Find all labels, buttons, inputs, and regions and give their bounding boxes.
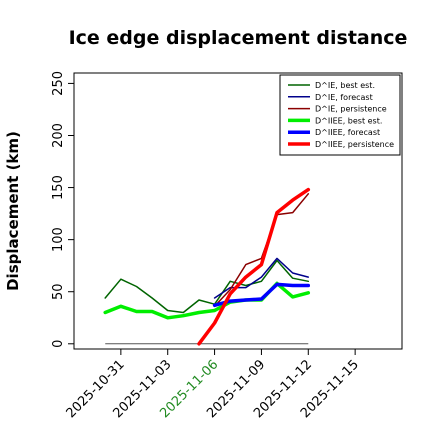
chart-title: Ice edge displacement distance <box>69 27 408 49</box>
y-tick-label-5: 250 <box>51 71 66 96</box>
series-line-0 <box>104 259 310 314</box>
legend-box <box>279 74 401 156</box>
legend-label-1: D^IE, forecast <box>315 93 373 102</box>
y-axis-label: Displacement (km) <box>4 131 22 291</box>
legend-label-4: D^IIEE, forecast <box>315 128 380 137</box>
y-axis: 0 50 100 150 200 250 <box>51 71 74 348</box>
x-axis: 2025-10-312025-11-032025-11-062025-11-09… <box>64 349 362 421</box>
series-line-2 <box>213 193 310 308</box>
series-line-3 <box>103 281 311 320</box>
y-tick-label-4: 200 <box>51 123 66 148</box>
y-tick-label-1: 50 <box>51 283 66 300</box>
series-layer <box>103 187 311 346</box>
legend-label-0: D^IE, best est. <box>315 81 375 90</box>
plot-frame <box>73 72 403 350</box>
legend-label-5: D^IIEE, persistence <box>315 140 394 149</box>
plot-border <box>73 72 403 350</box>
y-tick-label-3: 150 <box>51 175 66 200</box>
y-tick-label-2: 100 <box>51 227 66 252</box>
legend: D^IE, best est. D^IE, forecast D^IE, persi… <box>279 74 401 156</box>
y-tick-label-0: 0 <box>51 340 66 348</box>
legend-label-2: D^IE, persistence <box>315 105 387 114</box>
series-line-1 <box>213 257 310 299</box>
legend-label-3: D^IIEE, best est. <box>315 116 382 125</box>
series-line-4 <box>212 282 311 308</box>
series-line-5 <box>197 187 311 346</box>
